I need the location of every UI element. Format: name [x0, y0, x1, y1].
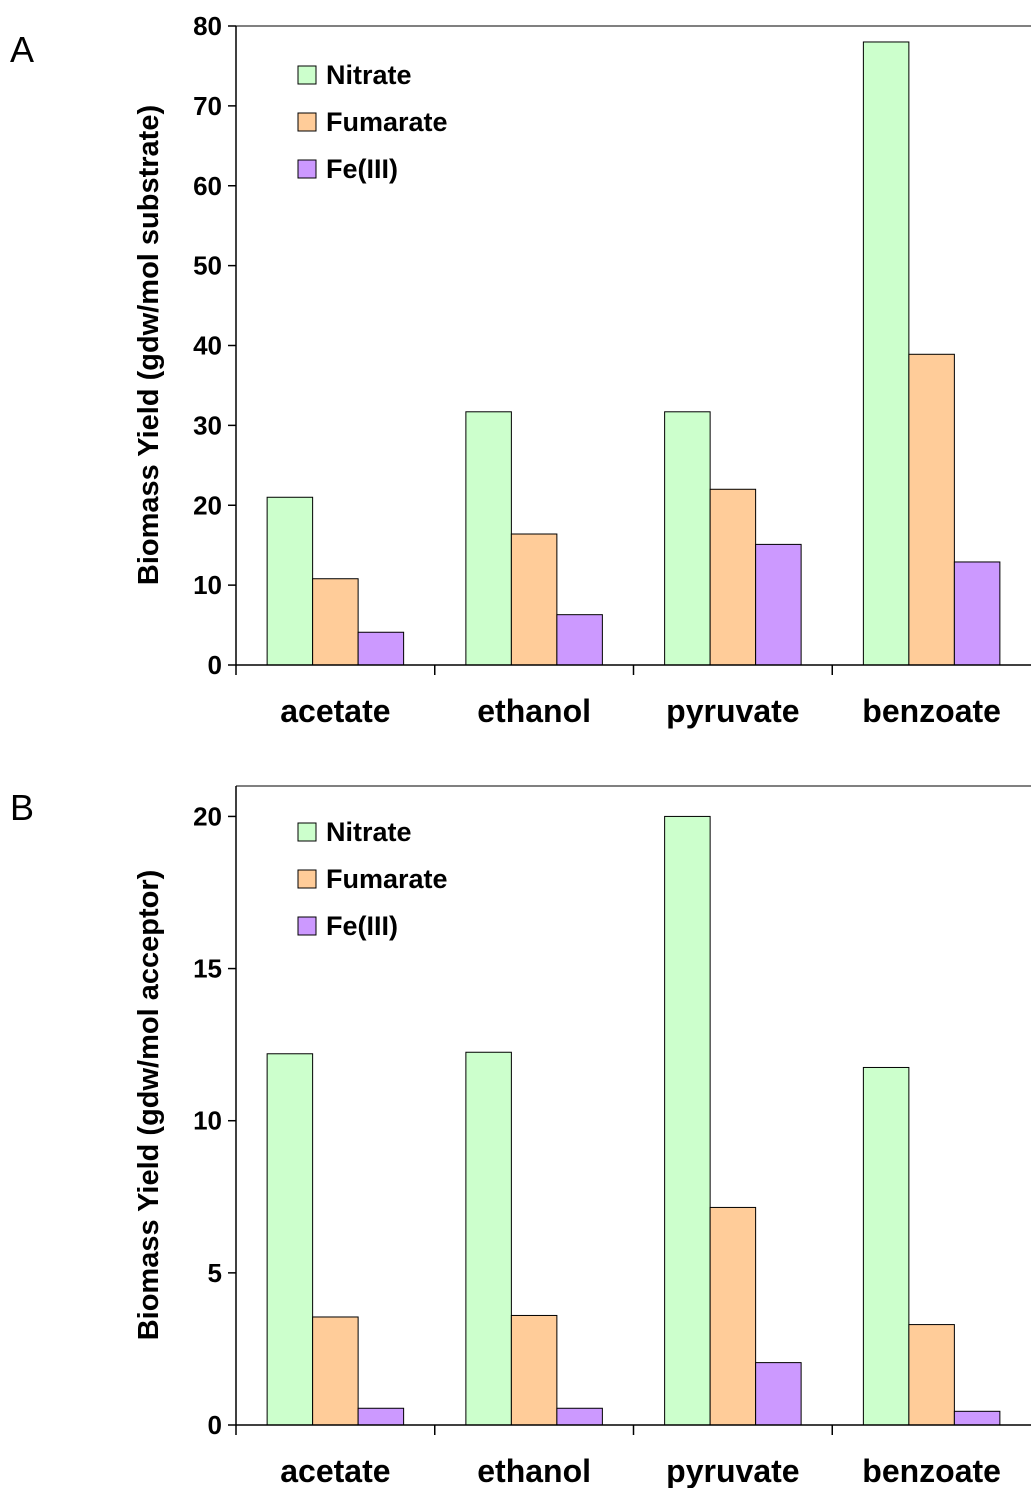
bars — [266, 815, 1001, 1426]
category-label: acetate — [280, 693, 390, 729]
category-labels: acetate ethanol pyruvate benzoate — [280, 693, 1001, 729]
y-tick-label: 0 — [208, 650, 222, 680]
panel-b: B Biomass Yield (gdw/mol acceptor) 0 5 10 1… — [10, 785, 1031, 1488]
bar-nitrate-pyruvate — [664, 411, 711, 666]
category-label: benzoate — [862, 693, 1001, 729]
legend-label: Fe(III) — [326, 911, 398, 941]
legend: Nitrate Fumarate Fe(III) — [297, 817, 448, 941]
bar-fe-iii--acetate — [357, 1407, 405, 1426]
y-axis-label: Biomass Yield (gdw/mol substrate) — [133, 105, 165, 585]
bar-fumarate-benzoate — [908, 1324, 955, 1426]
y-tick-label: 30 — [193, 410, 222, 440]
bar-nitrate-acetate — [266, 496, 314, 666]
bar-nitrate-ethanol — [465, 1051, 512, 1426]
panel-letter: B — [10, 787, 34, 828]
bar-fe-iii--pyruvate — [755, 543, 802, 666]
y-tick-label: 15 — [193, 954, 222, 984]
y-tick-label: 80 — [193, 11, 222, 41]
bar-fe-iii--benzoate — [953, 1410, 1001, 1426]
bar-fe-iii--ethanol — [556, 1407, 603, 1426]
legend-label: Fumarate — [326, 864, 448, 894]
bar-fumarate-ethanol — [510, 533, 558, 666]
legend-label: Fe(III) — [326, 154, 398, 184]
legend-label: Fumarate — [326, 107, 448, 137]
bar-nitrate-ethanol — [465, 411, 512, 666]
bars — [266, 41, 1001, 666]
category-label: acetate — [280, 1453, 390, 1488]
axes — [228, 25, 1031, 675]
legend: Nitrate Fumarate Fe(III) — [297, 60, 448, 184]
y-tick-label: 20 — [193, 490, 222, 520]
bar-fumarate-pyruvate — [709, 488, 757, 666]
y-axis-label: Biomass Yield (gdw/mol acceptor) — [133, 870, 165, 1341]
legend-swatch — [297, 822, 317, 842]
bar-fe-iii--ethanol — [556, 614, 603, 666]
category-label: pyruvate — [666, 693, 799, 729]
y-tick-label: 10 — [193, 570, 222, 600]
bar-fe-iii--acetate — [357, 631, 405, 666]
bar-fumarate-pyruvate — [709, 1206, 757, 1426]
bar-fumarate-acetate — [312, 1316, 359, 1426]
legend-swatch — [297, 869, 317, 889]
y-tick-label: 40 — [193, 331, 222, 361]
axes — [228, 785, 1031, 1435]
bar-nitrate-benzoate — [862, 41, 910, 666]
category-label: ethanol — [477, 1453, 591, 1488]
y-tick-labels: 0 5 10 15 20 — [193, 801, 222, 1440]
y-tick-label: 70 — [193, 91, 222, 121]
bar-fumarate-acetate — [312, 578, 359, 666]
y-tick-label: 5 — [208, 1258, 222, 1288]
category-label: pyruvate — [666, 1453, 799, 1488]
y-tick-label: 60 — [193, 171, 222, 201]
bar-fe-iii--benzoate — [953, 561, 1001, 666]
legend-swatch — [297, 916, 317, 936]
legend-swatch — [297, 159, 317, 179]
panel-a: A Biomass Yield (gdw/mol substrate) 0 10 2… — [10, 11, 1031, 729]
y-tick-label: 20 — [193, 801, 222, 831]
category-labels: acetate ethanol pyruvate benzoate — [280, 1453, 1001, 1488]
y-tick-label: 10 — [193, 1106, 222, 1136]
y-tick-label: 0 — [208, 1410, 222, 1440]
bar-fumarate-benzoate — [908, 353, 955, 666]
bar-nitrate-pyruvate — [664, 815, 711, 1426]
bar-fe-iii--pyruvate — [755, 1362, 802, 1426]
legend-swatch — [297, 65, 317, 85]
y-tick-label: 50 — [193, 251, 222, 281]
category-label: ethanol — [477, 693, 591, 729]
legend-label: Nitrate — [326, 60, 412, 90]
bar-nitrate-benzoate — [862, 1066, 910, 1426]
y-tick-labels: 0 10 20 30 40 50 60 70 80 — [193, 11, 222, 680]
category-label: benzoate — [862, 1453, 1001, 1488]
legend-label: Nitrate — [326, 817, 412, 847]
bar-fumarate-ethanol — [510, 1314, 558, 1426]
panel-letter: A — [10, 29, 34, 70]
bar-nitrate-acetate — [266, 1053, 314, 1426]
legend-swatch — [297, 112, 317, 132]
